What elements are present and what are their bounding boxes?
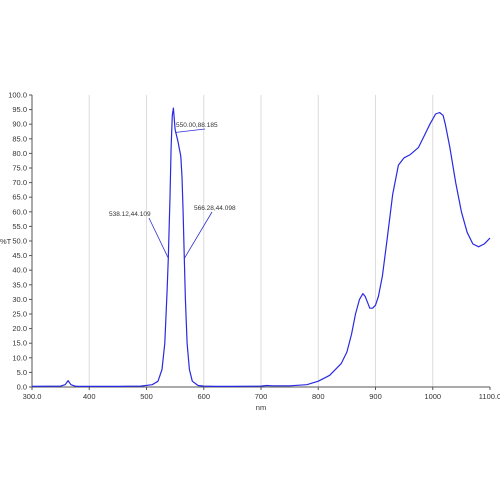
y-tick-label: 45.0 — [12, 251, 27, 260]
annotation-label: 550.00,88.185 — [176, 122, 218, 129]
x-tick-label: 1000 — [424, 392, 441, 401]
x-tick-label: 1100.0 — [479, 392, 500, 401]
series-layer — [31, 107, 491, 387]
y-tick-label: 95.0 — [12, 105, 27, 114]
x-tick-label: 500 — [140, 392, 153, 401]
transmission-curve — [31, 107, 491, 387]
y-tick-label: 5.0 — [17, 368, 27, 377]
x-tick-label: 400 — [83, 392, 96, 401]
annotation-label: 566.28,44.098 — [194, 205, 236, 212]
y-tick-label: 85.0 — [12, 134, 27, 143]
grid-lines — [88, 95, 434, 387]
annotation-leader — [175, 128, 206, 133]
peak-annotations: 538.12,44.109 550.00,88.185 566.28,44.098 — [109, 122, 236, 259]
y-tick-label: 15.0 — [12, 339, 27, 348]
y-axis-title: %T — [0, 237, 12, 246]
y-tick-label: 75.0 — [12, 164, 27, 173]
y-tick-label: 30.0 — [12, 295, 27, 304]
y-tick-label: 0.0 — [17, 383, 27, 392]
y-tick-label: 80.0 — [12, 149, 27, 158]
y-tick-label: 70.0 — [12, 178, 27, 187]
y-tick-label: 20.0 — [12, 324, 27, 333]
y-tick-label: 100.0 — [8, 91, 27, 100]
y-tick-label: 10.0 — [12, 353, 27, 362]
tick-labels: 300.0 400 500 600 700 800 900 1000 1100.0 0.0 5.0 1… — [8, 91, 500, 402]
x-tick-label: 800 — [312, 392, 325, 401]
x-tick-label: 600 — [197, 392, 210, 401]
x-tick-label: 300.0 — [23, 392, 42, 401]
y-tick-label: 25.0 — [12, 310, 27, 319]
annotation-label: 538.12,44.109 — [109, 211, 151, 218]
x-axis-title: nm — [256, 403, 266, 412]
y-tick-label: 55.0 — [12, 222, 27, 231]
annotation-leader — [184, 211, 213, 259]
y-tick-label: 40.0 — [12, 266, 27, 275]
y-tick-label: 65.0 — [12, 193, 27, 202]
y-tick-label: 60.0 — [12, 207, 27, 216]
x-tick-label: 700 — [255, 392, 268, 401]
y-tick-label: 90.0 — [12, 120, 27, 129]
annotation-leader — [148, 217, 169, 259]
x-tick-label: 900 — [369, 392, 382, 401]
y-tick-label: 35.0 — [12, 280, 27, 289]
y-tick-label: 50.0 — [12, 237, 27, 246]
